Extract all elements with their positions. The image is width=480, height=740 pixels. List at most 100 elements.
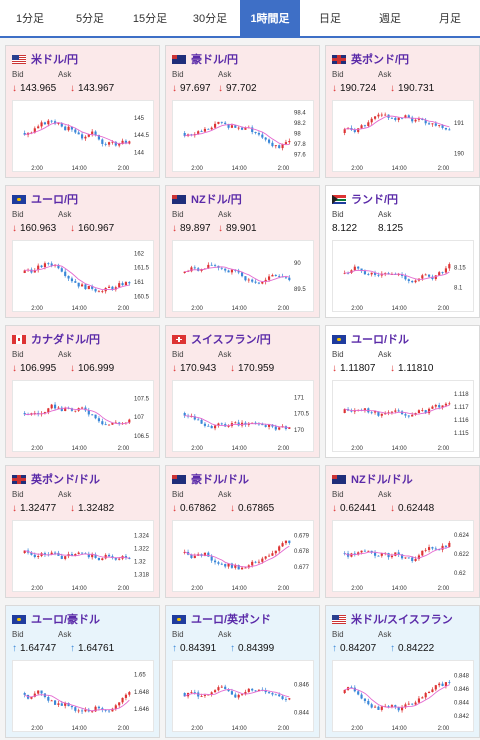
pair-name[interactable]: NZドル/円 — [191, 194, 242, 206]
pair-name[interactable]: NZドル/ドル — [351, 474, 413, 486]
pair-name[interactable]: ユーロ/ドル — [351, 334, 410, 346]
tab-2[interactable]: 15分足 — [132, 13, 168, 25]
candle-body — [40, 690, 43, 694]
candle-body — [227, 689, 230, 692]
y-tick-label: 0.842 — [454, 714, 470, 720]
candle-body — [257, 423, 261, 425]
quote-card[interactable]: NZドル/円 Bid Ask ↓ 89.897 ↓ 89.901 90 89.5 2:00 14:0… — [165, 185, 320, 318]
pair-name[interactable]: カナダドル/円 — [31, 334, 101, 346]
tab-1[interactable]: 5分足 — [75, 13, 105, 25]
candlestick-chart: 162 161.5 161 160.5 2:00 14:00 2:00 — [23, 251, 150, 312]
y-tick-label: 98.2 — [294, 121, 306, 127]
price-chart[interactable]: 171 170.5 170 2:00 14:00 2:00 — [172, 380, 314, 452]
candle-body — [217, 562, 220, 564]
x-tick-label: 2:00 — [118, 166, 130, 172]
candle-body — [444, 268, 448, 273]
candle-body — [394, 410, 397, 412]
price-chart[interactable]: 1.65 1.648 1.646 2:00 14:00 2:00 — [12, 660, 154, 732]
down-arrow-icon: ↓ — [12, 363, 17, 374]
pair-name[interactable]: スイスフラン/円 — [191, 334, 271, 346]
price-chart[interactable]: 0.679 0.678 0.677 2:00 14:00 2:00 — [172, 520, 314, 592]
candle-body — [247, 688, 250, 692]
candle-body — [424, 693, 427, 698]
candlestick-chart: 171 170.5 170 2:00 14:00 2:00 — [183, 395, 310, 452]
quote-card[interactable]: カナダドル/円 Bid Ask ↓ 106.995 ↓ 106.999 107.5 107 106… — [5, 325, 160, 458]
bid-label: Bid — [12, 630, 24, 639]
price-chart[interactable]: 98.4 98.2 98 97.8 97.6 2:00 14:00 2:00 — [172, 100, 314, 172]
candle-body — [274, 275, 277, 276]
candle-body — [271, 553, 274, 556]
price-chart[interactable]: 191 190 2:00 14:00 2:00 — [332, 100, 474, 172]
ask-value: ↓ 0.67865 — [230, 503, 275, 514]
tab-6[interactable]: 週足 — [379, 13, 401, 25]
tab-4[interactable]: 1時間足 — [240, 0, 300, 36]
candle-body — [274, 426, 277, 430]
price-chart[interactable]: 90 89.5 2:00 14:00 2:00 — [172, 240, 314, 312]
tab-3[interactable]: 30分足 — [192, 13, 228, 25]
bid-value: ↓ 1.11807 — [332, 363, 376, 374]
price-chart[interactable]: 162 161.5 161 160.5 2:00 14:00 2:00 — [12, 240, 154, 312]
pair-name[interactable]: ユーロ/豪ドル — [31, 614, 101, 626]
pair-name[interactable]: 英ポンド/円 — [351, 54, 410, 66]
candle-body — [417, 698, 421, 703]
price-chart[interactable]: 107.5 107 106.5 2:00 14:00 2:00 — [12, 380, 154, 452]
candle-body — [47, 408, 50, 413]
quote-card[interactable]: 米ドル/スイスフラン Bid Ask ↑ 0.84207 ↑ 0.84222 0.848 0.8… — [325, 605, 480, 738]
candle-body — [67, 275, 70, 279]
candle-body — [124, 694, 128, 698]
pair-name[interactable]: ランド/円 — [351, 194, 399, 206]
candle-body — [124, 282, 128, 286]
moving-average-line — [24, 407, 130, 425]
price-chart[interactable]: 1.118 1.117 1.116 1.115 2:00 14:00 2:00 — [332, 380, 474, 452]
candle-body — [350, 410, 353, 412]
price-chart[interactable]: 0.624 0.622 0.62 2:00 14:00 2:00 — [332, 520, 474, 592]
quote-card[interactable]: ユーロ/英ポンド Bid Ask ↑ 0.84391 ↑ 0.84399 0.846 0.844… — [165, 605, 320, 738]
price-chart[interactable]: 1.324 1.322 1.32 1.318 2:00 14:00 2:00 — [12, 520, 154, 592]
candle-body — [424, 274, 427, 276]
quote-card[interactable]: ユーロ/円 Bid Ask ↓ 160.963 ↓ 160.967 162 161.5 161 16… — [5, 185, 160, 318]
pair-name[interactable]: 豪ドル/円 — [191, 54, 239, 66]
quote-card[interactable]: 英ポンド/ドル Bid Ask ↓ 1.32477 ↓ 1.32482 1.324 1.322 1… — [5, 465, 160, 598]
candle-body — [261, 558, 264, 562]
candle-body — [237, 422, 240, 426]
pair-name[interactable]: ユーロ/円 — [31, 194, 79, 206]
x-tick-label: 2:00 — [438, 726, 450, 732]
tab-5[interactable]: 日足 — [319, 13, 341, 25]
pair-name[interactable]: ユーロ/英ポンド — [191, 614, 272, 626]
pair-name[interactable]: 英ポンド/ドル — [31, 474, 101, 486]
candle-body — [274, 550, 277, 554]
price-chart[interactable]: 145 144.5 144 2:00 14:00 2:00 — [12, 100, 154, 172]
candle-body — [377, 114, 380, 117]
quote-card[interactable]: 豪ドル/ドル Bid Ask ↓ 0.67862 ↓ 0.67865 0.679 0.678 0.… — [165, 465, 320, 598]
pair-name[interactable]: 米ドル/スイスフラン — [351, 614, 453, 626]
price-chart[interactable]: 0.846 0.844 2:00 14:00 2:00 — [172, 660, 314, 732]
quote-card[interactable]: 米ドル/円 Bid Ask ↓ 143.965 ↓ 143.967 145 144.5 144 2:… — [5, 45, 160, 178]
bid-value: ↓ 1.32477 — [12, 503, 57, 514]
tab-0[interactable]: 1分足 — [15, 13, 45, 25]
candle-body — [47, 120, 50, 125]
pair-name[interactable]: 米ドル/円 — [31, 54, 79, 66]
price-chart[interactable]: 0.848 0.846 0.844 0.842 2:00 14:00 2:00 — [332, 660, 474, 732]
pair-name[interactable]: 豪ドル/ドル — [191, 474, 250, 486]
tab-7[interactable]: 月足 — [439, 13, 461, 25]
quote-card[interactable]: 英ポンド/円 Bid Ask ↓ 190.724 ↓ 190.731 191 190 2:00 14… — [325, 45, 480, 178]
quote-card[interactable]: ランド/円 Bid Ask 8.122 8.125 8.15 8.1 2:00 14:00 2:0… — [325, 185, 480, 318]
candle-body — [74, 553, 77, 556]
price-chart[interactable]: 8.15 8.1 2:00 14:00 2:00 — [332, 240, 474, 312]
candle-body — [414, 702, 417, 705]
down-arrow-icon: ↓ — [390, 363, 395, 374]
candle-body — [407, 415, 410, 417]
candle-body — [404, 704, 407, 708]
quote-card[interactable]: 豪ドル/円 Bid Ask ↓ 97.697 ↓ 97.702 98.4 98.2 98 97.8 9… — [165, 45, 320, 178]
x-tick-label: 2:00 — [438, 166, 450, 172]
quote-card[interactable]: NZドル/ドル Bid Ask ↓ 0.62441 ↓ 0.62448 0.624 0.622 0… — [325, 465, 480, 598]
ask-value: 8.125 — [378, 223, 404, 234]
candle-body — [444, 127, 448, 130]
quote-card[interactable]: ユーロ/豪ドル Bid Ask ↑ 1.64747 ↑ 1.64761 1.65 1.648 1.… — [5, 605, 160, 738]
candle-body — [434, 405, 437, 407]
quote-card[interactable]: スイスフラン/円 Bid Ask ↓ 170.943 ↓ 170.959 171 170.5 17… — [165, 325, 320, 458]
candle-body — [441, 683, 444, 686]
moving-average-line — [24, 264, 130, 291]
quote-card[interactable]: ユーロ/ドル Bid Ask ↓ 1.11807 ↓ 1.11810 1.118 1.117 1.… — [325, 325, 480, 458]
candle-body — [94, 414, 97, 419]
